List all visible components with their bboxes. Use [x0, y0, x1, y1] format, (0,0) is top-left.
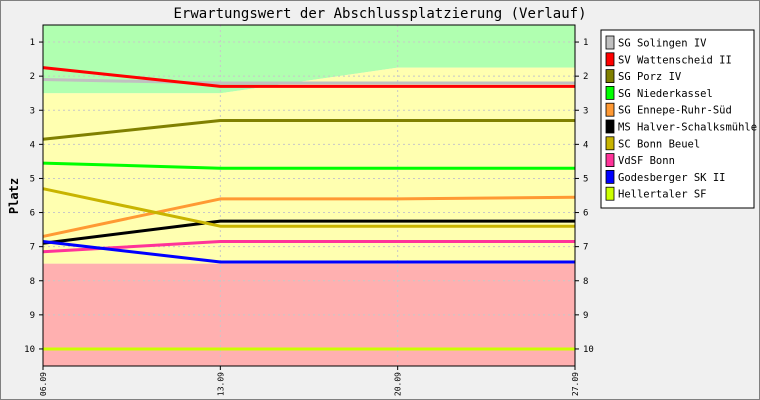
x-tick-label: 06.09: [39, 372, 48, 396]
legend: SG Solingen IV SV Wattenscheid II SG Porz …: [600, 29, 757, 209]
series-line: [42, 240, 575, 254]
legend-box: [600, 29, 755, 209]
series-line: [42, 78, 575, 85]
y-tick-label-right: 7: [583, 243, 588, 253]
series-line: [42, 161, 575, 170]
y-tick-label-right: 5: [583, 174, 588, 184]
legend-swatch: [605, 186, 615, 201]
legend-label: VdSF Bonn: [618, 155, 675, 167]
legend-swatch: [605, 102, 615, 117]
y-tick-label-right: 2: [583, 72, 588, 82]
series-line: [42, 219, 575, 245]
series-line: [42, 118, 575, 141]
legend-swatch: [605, 86, 615, 100]
legend-label: SG Solingen IV: [618, 38, 707, 50]
series-line: [42, 240, 575, 264]
y-tick-label-left: 1: [30, 38, 35, 48]
y-tick-label-left: 10: [24, 345, 35, 355]
y-tick-label-right: 9: [583, 311, 588, 321]
zone-middle: [43, 67, 575, 264]
legend-swatch: [605, 136, 615, 151]
legend-swatch: [605, 153, 615, 168]
legend-swatch: [605, 169, 615, 184]
legend-label: SG Ennepe-Ruhr-Süd: [618, 105, 732, 117]
x-tick-label: 27.09: [571, 372, 580, 396]
series-line: [42, 66, 575, 88]
x-tick-label: 13.09: [216, 372, 225, 396]
legend-label: SG Niederkassel: [618, 88, 713, 100]
legend-swatch: [605, 119, 615, 134]
legend-label: MS Halver-Schalksmühle: [618, 122, 757, 134]
y-tick-label-left: 4: [30, 140, 35, 150]
series-line: [42, 187, 575, 228]
y-tick-label-right: 1: [583, 38, 588, 48]
y-tick-label-right: 6: [583, 209, 588, 219]
chart-title: Erwartungswert der Abschlussplatzierung …: [173, 6, 586, 22]
y-axis-label: Platz: [7, 178, 21, 214]
y-tick-label-left: 6: [30, 209, 35, 219]
plot-frame: [42, 24, 576, 367]
legend-swatch: [605, 52, 615, 67]
y-tick-label-right: 4: [583, 140, 588, 150]
y-tick-label-left: 5: [30, 174, 35, 184]
y-tick-label-left: 7: [30, 243, 35, 253]
legend-swatch: [605, 35, 615, 50]
y-tick-label-left: 8: [30, 277, 35, 287]
y-tick-label-left: 9: [30, 311, 35, 321]
legend-swatch: [605, 69, 615, 83]
zone-promotion: [43, 25, 575, 94]
y-tick-label-left: 2: [30, 72, 35, 82]
legend-label: Godesberger SK II: [618, 172, 725, 184]
x-tick-label: 20.09: [394, 372, 403, 396]
legend-label: SG Porz IV: [618, 71, 682, 83]
y-tick-label-left: 3: [30, 106, 35, 116]
axes-layer: 1 1 2 2 3 3 4 4 5 5 6 6 7 7 8 8 9 9 10 10 06.09 13.09 20.09 27.…: [24, 24, 594, 396]
y-tick-label-right: 10: [583, 345, 594, 355]
legend-label: SC Bonn Beuel: [618, 138, 700, 150]
series-line: [42, 195, 576, 238]
y-tick-label-right: 8: [583, 277, 588, 287]
legend-label: SV Wattenscheid II: [618, 54, 732, 66]
legend-label: Hellertaler SF: [618, 189, 707, 201]
series-layer: [42, 66, 576, 351]
y-tick-label-right: 3: [583, 106, 588, 116]
